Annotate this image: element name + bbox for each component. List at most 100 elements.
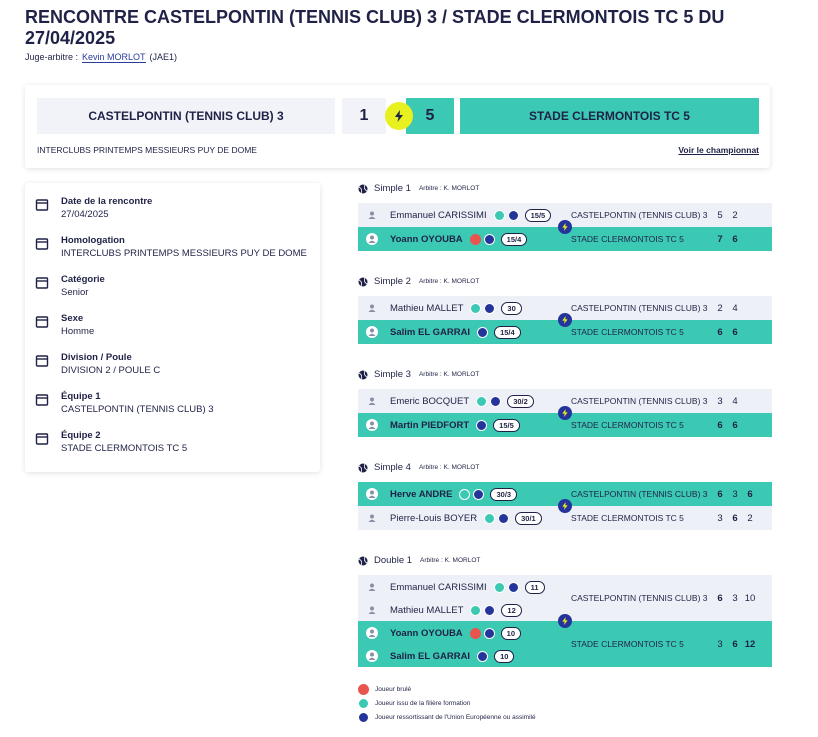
- avatar: [366, 512, 378, 524]
- team-name: STADE CLERMONTOIS TC 5: [571, 327, 684, 337]
- player-name[interactable]: Salim EL GARRAI: [390, 326, 471, 338]
- player-row: Herve ANDRE 30/3: [358, 483, 518, 505]
- player-badges: [474, 650, 489, 662]
- info-label: Catégorie: [61, 274, 105, 285]
- match-header: Simple 1 Arbitre : K. MORLOT: [358, 183, 479, 194]
- avatar: [366, 627, 378, 639]
- team-name: STADE CLERMONTOIS TC 5: [571, 420, 684, 430]
- info-icon: [35, 394, 49, 406]
- badge: [493, 209, 505, 221]
- avatar: [366, 302, 378, 314]
- info-icon: [35, 433, 49, 445]
- player-badges: [491, 209, 519, 221]
- team-name: CASTELPONTIN (TENNIS CLUB) 3: [571, 303, 708, 313]
- info-label: Date de la rencontre: [61, 196, 153, 207]
- player-row: Pierre-Louis BOYER 30/1: [358, 507, 542, 529]
- player-badges: [491, 581, 519, 593]
- match-side: Mathieu MALLET 30 CASTELPONTIN (TENNIS CLU…: [358, 296, 772, 320]
- set-score: 6: [747, 488, 753, 500]
- player-badges: [467, 604, 496, 616]
- team-name: STADE CLERMONTOIS TC 5: [571, 234, 684, 244]
- set-score: 6: [732, 419, 738, 431]
- match-title: Simple 4: [374, 462, 411, 473]
- info-label: Équipe 1: [61, 391, 101, 402]
- set-score: 3: [732, 488, 738, 500]
- team-name: CASTELPONTIN (TENNIS CLUB) 3: [571, 210, 708, 220]
- legend-icon: [358, 698, 369, 709]
- referee-name[interactable]: Kevin MORLOT: [82, 52, 146, 63]
- player-badges: [456, 488, 485, 500]
- player-row: Martin PIEDFORT 15/5: [358, 414, 520, 436]
- avatar: [366, 326, 378, 338]
- player-badges: [467, 302, 496, 314]
- info-value: Homme: [61, 326, 95, 337]
- badge: [493, 581, 505, 593]
- player-rank: 15/5: [493, 418, 520, 432]
- player-rank: 30/3: [490, 487, 518, 501]
- player-row: Emeric BOCQUET 30/2: [358, 390, 534, 412]
- info-label: Division / Poule: [61, 352, 132, 363]
- badge: [498, 512, 510, 524]
- team-name: CASTELPONTIN (TENNIS CLUB) 3: [571, 396, 708, 406]
- match-title: Double 1: [374, 555, 413, 566]
- set-score: 6: [732, 233, 738, 245]
- match-side: Martin PIEDFORT 15/5 STADE CLERMONTOIS TC …: [358, 413, 772, 437]
- player-rank: 11: [524, 580, 545, 594]
- player-rank: 10: [500, 626, 522, 640]
- info-value: STADE CLERMONTOIS TC 5: [61, 443, 188, 454]
- info-icon: [35, 277, 49, 289]
- player-name[interactable]: Emeric BOCQUET: [390, 395, 470, 407]
- set-score: 10: [744, 592, 756, 604]
- set-score: 3: [717, 512, 723, 524]
- player-name[interactable]: Salim EL GARRAI: [390, 650, 471, 662]
- player-rank: 12: [501, 603, 522, 617]
- legend-text: Joueur brulé: [375, 686, 412, 693]
- set-score: 6: [732, 326, 738, 338]
- player-name[interactable]: Mathieu MALLET: [390, 604, 464, 616]
- match-header: Simple 2 Arbitre : K. MORLOT: [358, 276, 479, 287]
- versus-icon: [558, 406, 572, 420]
- avatar: [366, 233, 378, 245]
- avatar: [366, 581, 378, 593]
- team-name: STADE CLERMONTOIS TC 5: [571, 513, 684, 523]
- avatar: [366, 604, 378, 616]
- set-score: 12: [744, 638, 756, 650]
- player-name[interactable]: Emmanuel CARISSIMI: [390, 581, 487, 593]
- home-score: 1: [342, 98, 386, 134]
- match-title: Simple 3: [374, 369, 411, 380]
- player-row: Emmanuel CARISSIMI 11: [358, 576, 545, 598]
- set-score: 2: [732, 209, 738, 221]
- referee: Juge-arbitre : Kevin MORLOT (JAE1): [25, 52, 177, 63]
- championship-link[interactable]: Voir le championnat: [678, 145, 759, 155]
- badge: [484, 604, 496, 616]
- player-name[interactable]: Mathieu MALLET: [390, 302, 464, 314]
- player-rank: 30/1: [515, 511, 542, 525]
- home-team: CASTELPONTIN (TENNIS CLUB) 3: [37, 98, 335, 134]
- info-label: Équipe 2: [61, 430, 101, 441]
- info-value: DIVISION 2 / POULE C: [61, 365, 161, 376]
- player-badges: [474, 326, 489, 338]
- match-header: Simple 4 Arbitre : K. MORLOT: [358, 462, 479, 473]
- badge: [476, 419, 488, 431]
- player-name[interactable]: Martin PIEDFORT: [390, 419, 470, 431]
- set-score: 3: [732, 592, 738, 604]
- player-name[interactable]: Herve ANDRE: [390, 488, 453, 500]
- match-side: Emmanuel CARISSIMI 11 Mathieu MALLET 12 CAST…: [358, 575, 772, 621]
- player-badges: [473, 419, 488, 431]
- player-badges: [473, 395, 502, 407]
- team-name: CASTELPONTIN (TENNIS CLUB) 3: [571, 489, 708, 499]
- player-name[interactable]: Emmanuel CARISSIMI: [390, 209, 487, 221]
- player-name[interactable]: Pierre-Louis BOYER: [390, 512, 478, 524]
- player-name[interactable]: Yoann OYOUBA: [390, 627, 463, 639]
- competition: INTERCLUBS PRINTEMPS MESSIEURS PUY DE DO…: [37, 145, 257, 155]
- badge: [483, 627, 495, 639]
- legend-item: Joueur brulé: [358, 684, 411, 695]
- badge: [484, 302, 496, 314]
- match-header: Simple 3 Arbitre : K. MORLOT: [358, 369, 479, 380]
- player-name[interactable]: Yoann OYOUBA: [390, 233, 463, 245]
- player-rank: 15/4: [494, 325, 521, 339]
- badge: [507, 209, 519, 221]
- set-score: 6: [717, 326, 723, 338]
- score-card: CASTELPONTIN (TENNIS CLUB) 3 1 5 STADE C…: [25, 85, 770, 168]
- player-rank: 10: [494, 649, 515, 663]
